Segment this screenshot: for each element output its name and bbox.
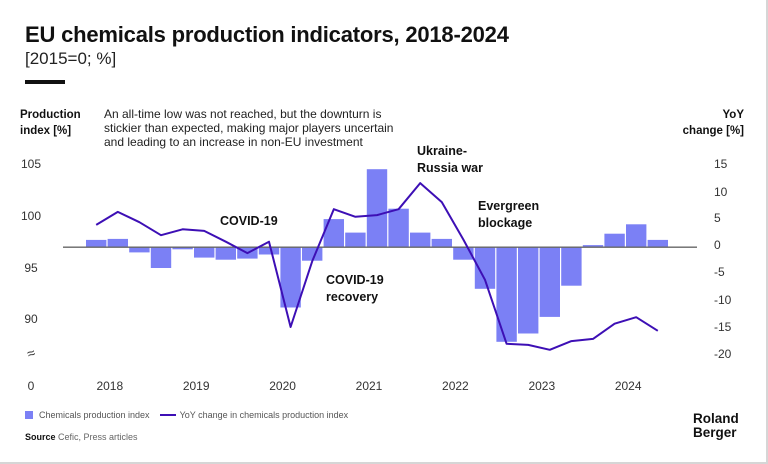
right-tick-10: 10 (714, 185, 728, 199)
right-tick-minus10: -10 (714, 293, 732, 307)
bar-2 (129, 247, 150, 253)
bar-series (86, 169, 668, 342)
bar-24 (604, 233, 625, 248)
bar-0 (86, 239, 107, 248)
bar-25 (626, 224, 647, 248)
bar-10 (302, 247, 323, 261)
right-axis-title-line2: change [%] (682, 125, 744, 137)
logo-line2: Berger (693, 425, 737, 440)
bar-18 (474, 247, 496, 289)
left-tick-105: 105 (20, 157, 42, 171)
x-tick-2019: 2019 (182, 379, 210, 393)
annotation-covid-recovery: COVID-19 recovery (326, 272, 384, 306)
x-tick-2024: 2024 (614, 379, 642, 393)
legend-line-swatch-icon (159, 414, 176, 416)
annotation-evergreen: Evergreen blockage (478, 198, 539, 232)
chart-note: An all-time low was not reached, but the… (104, 107, 394, 149)
bar-6 (215, 247, 236, 260)
annotation-ukraine-line2: Russia war (417, 161, 484, 175)
right-tick-minus20: -20 (714, 347, 732, 361)
right-axis-title: YoY change [%] (683, 107, 744, 139)
right-tick-minus5: -5 (714, 265, 725, 279)
annotation-evergreen-line1: Evergreen (478, 199, 540, 213)
source-text: Cefic, Press articles (58, 432, 138, 442)
right-axis-title-line1: YoY (722, 109, 744, 121)
bar-13 (366, 169, 388, 248)
x-tick-2022: 2022 (442, 379, 469, 393)
bar-22 (561, 247, 582, 286)
annotation-covid: COVID-19 (220, 214, 278, 228)
right-tick-15: 15 (714, 157, 728, 171)
logo-line1: Roland (693, 411, 739, 426)
left-tick-90: 90 (24, 312, 38, 326)
bar-20 (518, 247, 539, 334)
bar-5 (194, 247, 215, 258)
x-tick-2018: 2018 (96, 379, 124, 393)
chart-legend: Chemicals production index YoY change in… (25, 410, 348, 420)
right-tick-5: 5 (714, 211, 721, 225)
annotation-covid-recovery-line2: recovery (326, 290, 379, 304)
legend-line-label: YoY change in chemicals production index (179, 410, 349, 420)
source-note: Source Cefic, Press articles (25, 432, 138, 442)
left-tick-95: 95 (24, 261, 38, 275)
annotation-ukraine-war: Ukraine- Russia war (417, 143, 483, 177)
annotation-ukraine-line1: Ukraine- (417, 144, 468, 158)
bar-1 (107, 238, 128, 248)
bar-8 (258, 247, 280, 255)
yoy-line-series (95, 182, 659, 351)
legend-bar-swatch-icon (25, 411, 33, 419)
left-axis-title-line2: index [%] (20, 125, 72, 137)
bar-12 (345, 232, 366, 248)
bar-26 (647, 239, 668, 248)
x-tick-2020: 2020 (269, 379, 296, 393)
left-tick-100: 100 (20, 209, 42, 223)
roland-berger-logo: Roland Berger (693, 412, 739, 440)
right-tick-minus15: -15 (714, 320, 732, 334)
chart-title: EU chemicals production indicators, 2018… (25, 22, 509, 47)
left-axis-title-line1: Production (20, 109, 81, 121)
x-tick-2021: 2021 (355, 379, 383, 393)
bar-15 (410, 232, 431, 248)
bar-9 (280, 247, 301, 308)
bar-11 (323, 219, 344, 248)
bar-19 (496, 247, 517, 342)
left-axis-title: Production index [%] (20, 107, 81, 139)
left-tick-0: 0 (27, 379, 35, 393)
x-tick-2023: 2023 (528, 379, 556, 393)
annotation-covid-recovery-line1: COVID-19 (326, 273, 384, 287)
right-tick-0: 0 (714, 238, 721, 252)
bar-3 (150, 247, 172, 268)
source-label: Source (25, 432, 56, 442)
annotation-evergreen-line2: blockage (478, 216, 533, 230)
bar-16 (431, 238, 452, 248)
bar-4 (172, 247, 193, 250)
chart-subtitle: [2015=0; %] (25, 49, 117, 68)
bar-14 (388, 208, 409, 248)
bar-23 (582, 245, 604, 248)
title-underline (25, 80, 65, 84)
legend-bars-label: Chemicals production index (39, 410, 150, 420)
bar-21 (539, 247, 560, 317)
